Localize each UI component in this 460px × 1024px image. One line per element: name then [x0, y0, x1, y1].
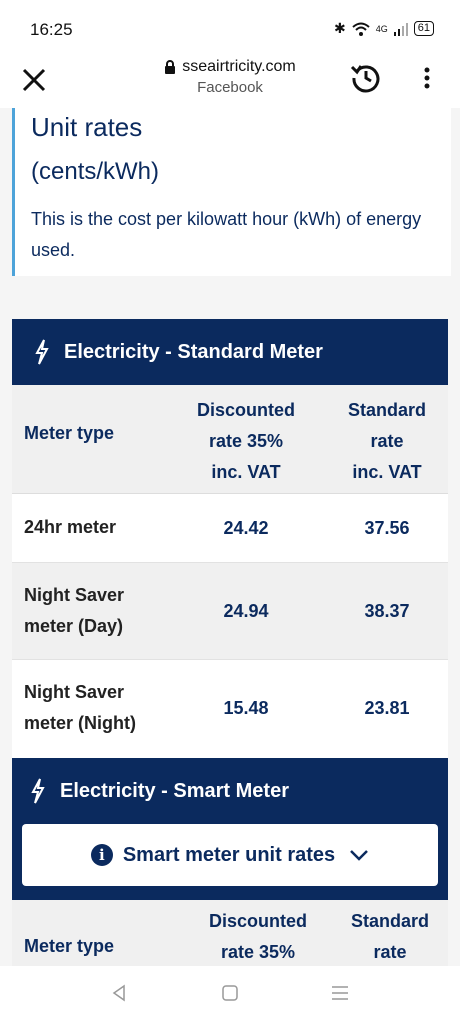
col-discounted-rate: Discounted rate 35%	[208, 911, 307, 962]
back-icon[interactable]	[110, 984, 128, 1002]
status-icons: ✱ 4G 61	[334, 20, 434, 37]
system-nav-bar	[0, 966, 460, 1024]
discounted-rate-cell: 15.48	[223, 698, 269, 718]
col-meter-type: Meter type	[24, 423, 115, 443]
network-type: 4G	[375, 23, 388, 34]
status-bar: 16:25 ✱ 4G 61	[0, 0, 460, 56]
table-row: Night Saver meter (Night) 15.48 23.81	[12, 660, 448, 759]
unit-label: (cents/kWh)	[31, 158, 160, 185]
standard-rate-cell: 23.81	[364, 698, 410, 718]
lightning-icon	[31, 778, 45, 804]
wifi-icon	[352, 22, 370, 36]
lightning-icon	[35, 339, 49, 365]
meter-type-cell: Night Saver meter (Day)	[24, 585, 125, 636]
battery-level: 61	[413, 21, 434, 36]
home-icon[interactable]	[221, 984, 239, 1002]
standard-meter-card: Electricity - Standard Meter Meter type …	[12, 319, 448, 759]
col-discounted-rate: Discounted rate 35% inc. VAT	[196, 400, 295, 482]
status-time: 16:25	[30, 20, 73, 39]
col-standard-rate: Standard rate inc. VAT	[347, 400, 426, 482]
standard-meter-title: Electricity - Standard Meter	[64, 340, 323, 363]
bluetooth-icon: ✱	[334, 20, 346, 36]
smart-meter-rates-label: Smart meter unit rates	[122, 843, 336, 866]
url-subtitle: Facebook	[197, 79, 263, 96]
chevron-down-icon	[350, 850, 369, 861]
info-icon: i	[90, 844, 113, 866]
url-block[interactable]: sseairtricity.com Facebook	[120, 56, 340, 96]
table-header: Meter type Discounted rate 35% inc. VAT …	[12, 385, 448, 494]
discounted-rate-cell: 24.94	[223, 601, 269, 621]
smart-meter-rates-button[interactable]: i Smart meter unit rates	[22, 824, 438, 886]
col-meter-type: Meter type	[24, 936, 115, 956]
page-content[interactable]: Unit rates (cents/kWh) This is the cost …	[0, 108, 460, 966]
lock-icon	[165, 60, 176, 74]
standard-meter-header: Electricity - Standard Meter	[12, 319, 448, 385]
unit-rates-intro: Unit rates (cents/kWh) This is the cost …	[12, 108, 451, 276]
standard-rate-cell: 37.56	[364, 518, 410, 538]
smart-meter-card: Electricity - Smart Meter i Smart meter …	[12, 758, 448, 966]
col-standard-rate: Standard rate	[350, 911, 429, 962]
smart-meter-header: Electricity - Smart Meter i Smart meter …	[12, 758, 448, 900]
table-row: Night Saver meter (Day) 24.94 38.37	[12, 563, 448, 660]
discounted-rate-cell: 24.42	[223, 518, 269, 538]
close-icon[interactable]	[18, 64, 50, 96]
standard-rate-cell: 38.37	[364, 601, 410, 621]
more-options-icon[interactable]	[419, 64, 435, 92]
meter-type-cell: 24hr meter	[24, 517, 117, 537]
intro-description: This is the cost per kilowatt hour (kWh)…	[31, 209, 422, 260]
meter-type-cell: Night Saver meter (Night)	[24, 682, 136, 733]
signal-icon	[393, 22, 408, 36]
smart-table-header: Meter type Discounted rate 35% Standard …	[12, 900, 448, 966]
browser-toolbar: sseairtricity.com Facebook	[0, 56, 460, 109]
history-icon[interactable]	[349, 61, 381, 93]
page-title: Unit rates	[31, 112, 143, 142]
smart-meter-title: Electricity - Smart Meter	[60, 779, 289, 802]
url-text: sseairtricity.com	[182, 58, 296, 75]
recent-apps-icon[interactable]	[330, 984, 350, 1002]
table-row: 24hr meter 24.42 37.56	[12, 494, 448, 563]
